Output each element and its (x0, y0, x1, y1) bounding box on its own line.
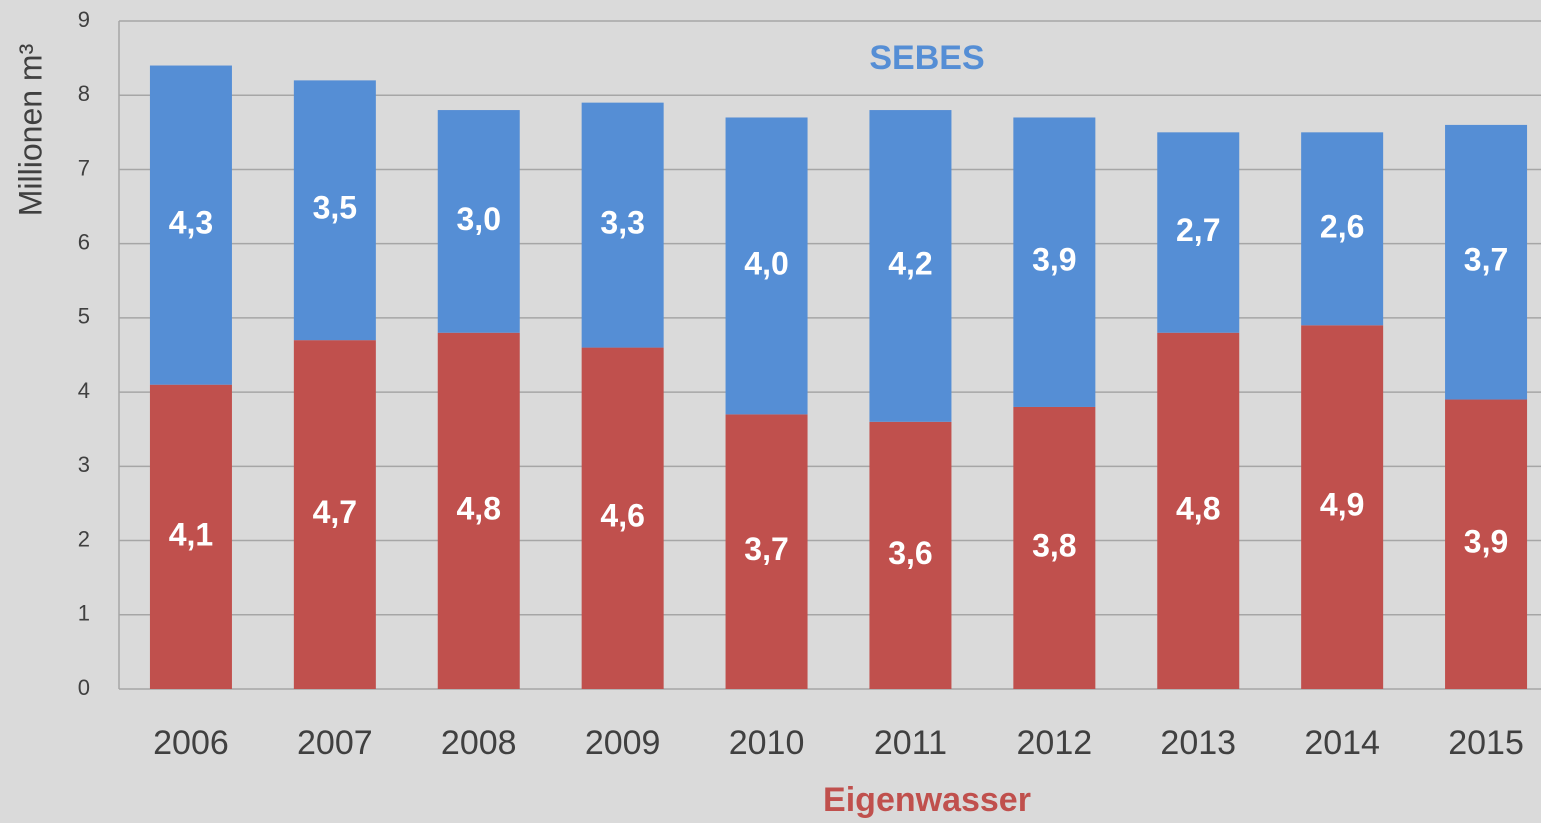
legend-label: Eigenwasser (823, 781, 1031, 819)
bar-segment (725, 414, 808, 689)
y-tick-label: 0 (78, 675, 90, 700)
x-tick-label: 2011 (874, 724, 947, 762)
value-label: 4,2 (888, 245, 932, 281)
value-label: 3,0 (457, 201, 501, 237)
value-label: 3,6 (888, 535, 932, 571)
bar-segment (1445, 399, 1528, 689)
bar-segment (1301, 325, 1384, 689)
x-tick-label: 2013 (1160, 724, 1236, 762)
legend-label: SEBES (869, 39, 984, 77)
value-label: 3,7 (1464, 242, 1508, 278)
x-tick-label: 2007 (297, 724, 373, 762)
bar-segment (869, 421, 952, 689)
value-label: 4,8 (1176, 490, 1220, 526)
value-label: 4,3 (169, 205, 213, 241)
bar-segment (1157, 132, 1240, 333)
y-tick-label: 1 (78, 601, 90, 626)
bar-segment (1301, 132, 1384, 326)
x-tick-label: 2014 (1304, 724, 1380, 762)
x-tick-label: 2010 (729, 724, 805, 762)
bar-segment (1157, 332, 1240, 689)
x-tick-label: 2015 (1448, 724, 1524, 762)
bar-segment (1013, 406, 1096, 689)
value-label: 3,9 (1464, 524, 1508, 560)
y-tick-label: 4 (78, 378, 90, 403)
x-tick-label: 2008 (441, 724, 517, 762)
y-tick-label: 6 (78, 229, 90, 254)
y-tick-label: 8 (78, 81, 90, 106)
bar-segment (725, 117, 808, 415)
value-label: 3,5 (313, 190, 357, 226)
value-label: 4,7 (313, 494, 357, 530)
y-tick-label: 7 (78, 155, 90, 180)
value-label: 4,8 (457, 490, 501, 526)
value-label: 4,0 (744, 245, 788, 281)
bar-segment (581, 347, 664, 689)
x-tick-label: 2012 (1017, 724, 1093, 762)
value-label: 2,6 (1320, 208, 1364, 244)
value-label: 4,1 (169, 516, 213, 552)
value-label: 4,9 (1320, 487, 1364, 523)
x-tick-label: 2009 (585, 724, 661, 762)
bar-segment (581, 102, 664, 348)
bar-segment (293, 340, 376, 689)
value-label: 2,7 (1176, 212, 1220, 248)
value-label: 3,7 (744, 531, 788, 567)
y-tick-label: 2 (78, 526, 90, 551)
bar-segment (1445, 124, 1528, 400)
bar-segment (437, 332, 520, 689)
value-label: 4,6 (600, 498, 644, 534)
bar-segment (437, 110, 520, 333)
bar-segment (149, 384, 232, 689)
y-axis-label: Millionen m³ (12, 43, 48, 216)
bar-segment (149, 65, 232, 385)
bar-segment (1013, 117, 1096, 407)
value-label: 3,9 (1032, 242, 1076, 278)
y-tick-label: 5 (78, 304, 90, 329)
y-tick-label: 3 (78, 452, 90, 477)
value-label: 3,3 (600, 205, 644, 241)
value-label: 3,8 (1032, 527, 1076, 563)
y-tick-label: 9 (78, 7, 90, 32)
bar-segment (869, 110, 952, 422)
x-tick-label: 2006 (153, 724, 229, 762)
bar-segment (293, 80, 376, 341)
